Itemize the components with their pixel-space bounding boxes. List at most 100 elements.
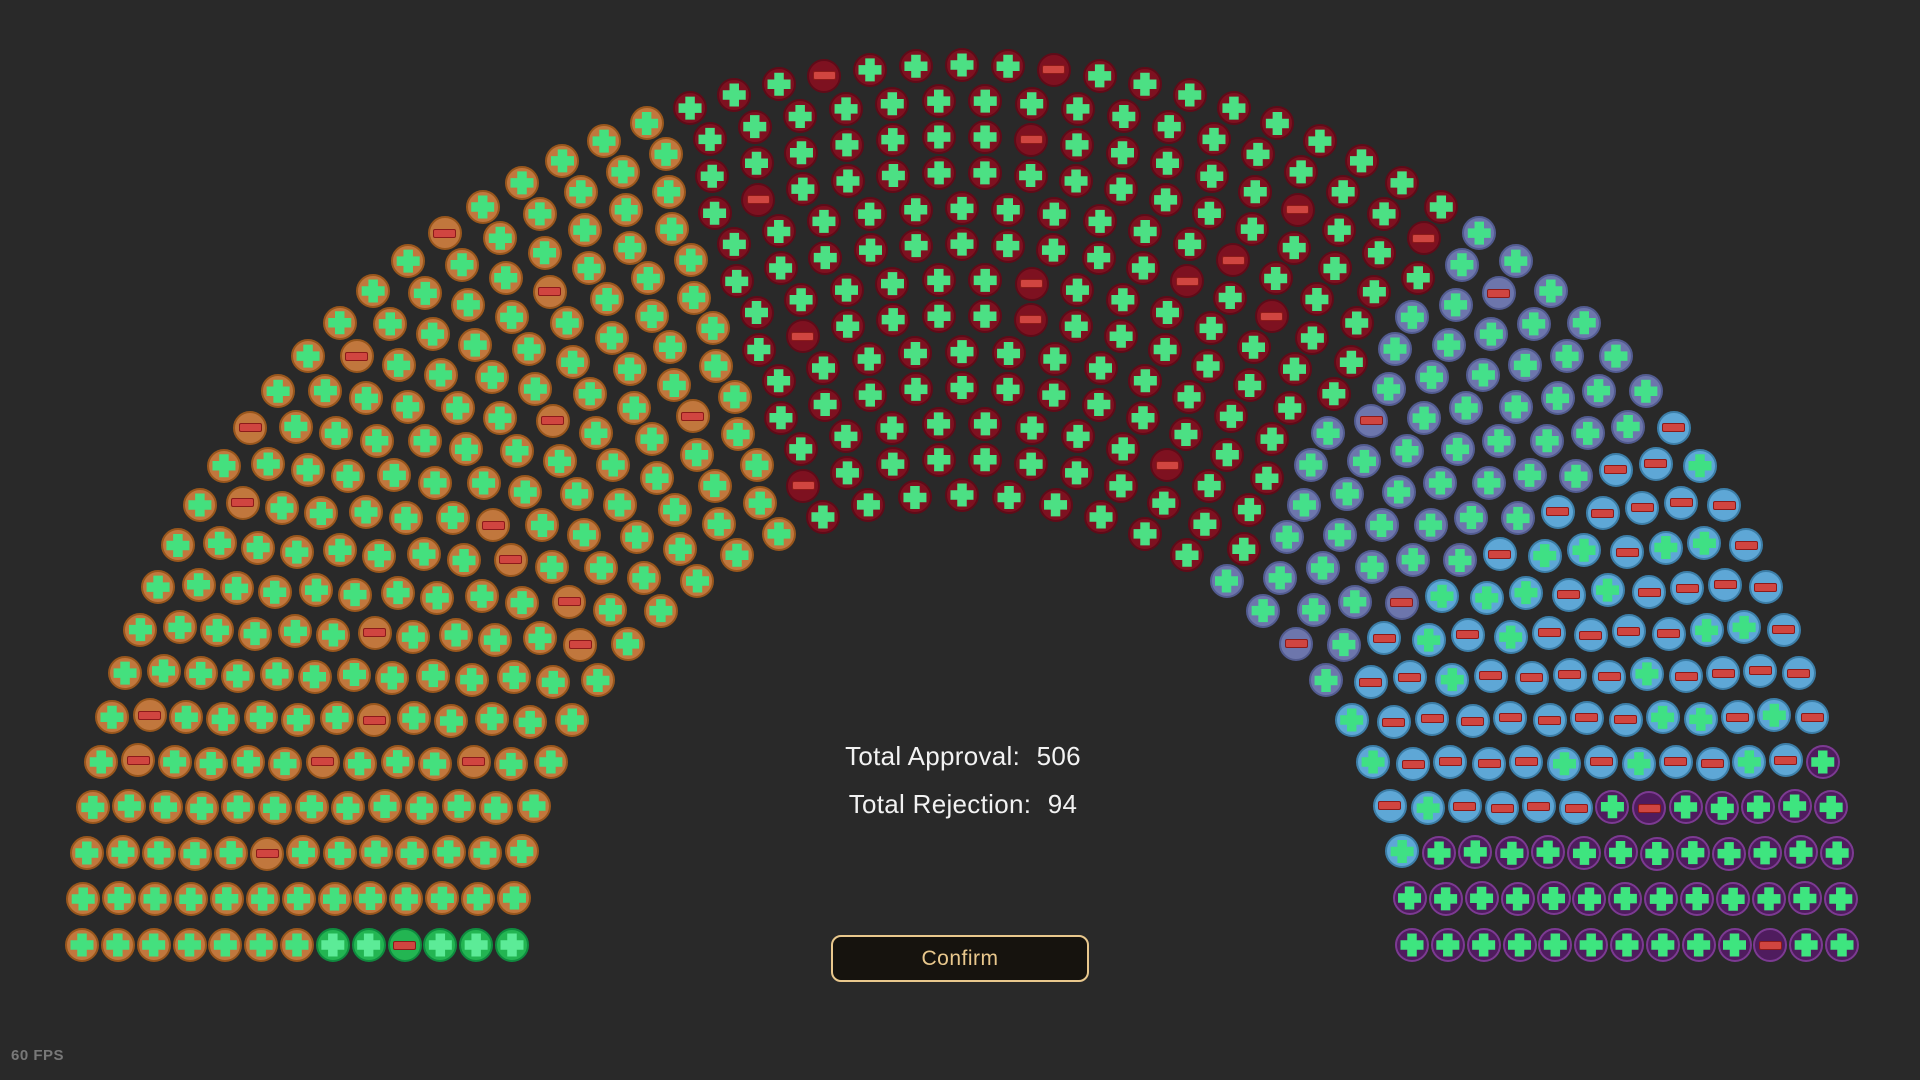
seat-orange-approve[interactable]: [500, 433, 535, 468]
seat-orange-approve[interactable]: [467, 836, 502, 871]
seat-orange-approve[interactable]: [407, 423, 442, 458]
seat-slate-blue-approve[interactable]: [1462, 216, 1497, 251]
seat-maroon-approve[interactable]: [719, 264, 754, 299]
seat-orange-approve[interactable]: [536, 665, 571, 700]
seat-orange-approve[interactable]: [123, 612, 158, 647]
seat-maroon-approve[interactable]: [783, 431, 818, 466]
seat-orange-approve[interactable]: [359, 423, 394, 458]
seat-light-blue-approve[interactable]: [1334, 703, 1369, 737]
seat-orange-approve[interactable]: [494, 300, 529, 335]
seat-maroon-approve[interactable]: [968, 119, 1003, 154]
seat-purple-approve[interactable]: [1466, 928, 1501, 962]
seat-maroon-approve[interactable]: [1249, 461, 1284, 496]
seat-light-blue-approve[interactable]: [1425, 579, 1460, 614]
seat-green-approve[interactable]: [423, 928, 458, 962]
seat-maroon-approve[interactable]: [1060, 91, 1095, 126]
seat-maroon-approve[interactable]: [808, 240, 843, 275]
seat-orange-approve[interactable]: [281, 702, 316, 737]
seat-maroon-approve[interactable]: [739, 146, 774, 181]
seat-maroon-approve[interactable]: [921, 442, 956, 477]
seat-orange-approve[interactable]: [505, 585, 540, 620]
seat-slate-blue-approve[interactable]: [1209, 563, 1244, 598]
seat-maroon-approve[interactable]: [1084, 500, 1119, 535]
seat-orange-approve[interactable]: [373, 306, 408, 341]
seat-orange-approve[interactable]: [353, 881, 388, 916]
seat-orange-approve[interactable]: [478, 623, 513, 658]
seat-orange-approve[interactable]: [721, 417, 756, 452]
seat-orange-approve[interactable]: [497, 880, 532, 915]
seat-maroon-approve[interactable]: [1235, 212, 1270, 247]
seat-orange-approve[interactable]: [657, 368, 692, 403]
seat-slate-blue-approve[interactable]: [1407, 401, 1442, 436]
seat-purple-approve[interactable]: [1825, 928, 1859, 962]
seat-orange-approve[interactable]: [435, 500, 470, 535]
seat-orange-approve[interactable]: [221, 789, 256, 824]
seat-maroon-approve[interactable]: [1260, 106, 1295, 141]
seat-orange-reject[interactable]: [532, 274, 567, 309]
seat-light-blue-reject[interactable]: [1485, 791, 1520, 826]
seat-purple-approve[interactable]: [1805, 745, 1840, 780]
seat-purple-approve[interactable]: [1610, 928, 1644, 962]
seat-orange-approve[interactable]: [594, 321, 629, 356]
seat-orange-approve[interactable]: [416, 658, 451, 693]
seat-maroon-approve[interactable]: [1128, 214, 1163, 249]
seat-purple-approve[interactable]: [1712, 836, 1747, 871]
seat-orange-approve[interactable]: [278, 409, 313, 444]
seat-orange-reject[interactable]: [357, 615, 392, 650]
seat-orange-approve[interactable]: [308, 373, 343, 408]
seat-purple-approve[interactable]: [1392, 880, 1427, 915]
seat-maroon-approve[interactable]: [1172, 227, 1207, 262]
seat-maroon-approve[interactable]: [828, 419, 863, 454]
seat-slate-blue-approve[interactable]: [1330, 476, 1365, 511]
seat-maroon-approve[interactable]: [1232, 492, 1267, 527]
seat-maroon-approve[interactable]: [945, 334, 979, 369]
seat-purple-approve[interactable]: [1814, 790, 1849, 825]
seat-orange-approve[interactable]: [612, 352, 647, 387]
seat-orange-approve[interactable]: [649, 137, 683, 172]
seat-slate-blue-approve[interactable]: [1309, 663, 1344, 698]
seat-orange-approve[interactable]: [214, 835, 249, 870]
seat-orange-approve[interactable]: [349, 381, 384, 416]
seat-light-blue-approve[interactable]: [1732, 744, 1767, 779]
seat-orange-approve[interactable]: [720, 538, 754, 573]
seat-orange-approve[interactable]: [440, 390, 475, 425]
seat-orange-approve[interactable]: [389, 881, 424, 916]
seat-purple-approve[interactable]: [1567, 836, 1602, 871]
seat-maroon-approve[interactable]: [1014, 447, 1049, 482]
seat-slate-blue-approve[interactable]: [1628, 374, 1663, 409]
seat-light-blue-reject[interactable]: [1638, 446, 1673, 481]
seat-maroon-approve[interactable]: [1037, 341, 1072, 376]
seat-maroon-approve[interactable]: [1284, 154, 1319, 189]
seat-maroon-approve[interactable]: [899, 228, 934, 263]
seat-orange-approve[interactable]: [518, 371, 553, 406]
seat-orange-approve[interactable]: [449, 432, 484, 467]
seat-maroon-approve[interactable]: [762, 67, 797, 102]
seat-slate-blue-approve[interactable]: [1611, 409, 1646, 444]
seat-orange-approve[interactable]: [522, 196, 557, 231]
seat-maroon-approve[interactable]: [1194, 159, 1229, 194]
seat-orange-approve[interactable]: [563, 174, 598, 209]
seat-orange-approve[interactable]: [182, 488, 217, 522]
seat-purple-approve[interactable]: [1608, 881, 1643, 916]
seat-maroon-approve[interactable]: [1172, 379, 1207, 414]
seat-maroon-approve[interactable]: [1272, 390, 1307, 425]
seat-maroon-approve[interactable]: [739, 295, 774, 330]
seat-light-blue-reject[interactable]: [1514, 660, 1549, 695]
seat-orange-approve[interactable]: [404, 791, 439, 826]
seat-maroon-reject[interactable]: [1150, 448, 1185, 483]
seat-orange-approve[interactable]: [200, 613, 235, 648]
seat-light-blue-reject[interactable]: [1625, 490, 1659, 525]
seat-orange-approve[interactable]: [279, 535, 314, 570]
seat-orange-approve[interactable]: [294, 789, 329, 824]
seat-maroon-reject[interactable]: [1170, 264, 1205, 299]
seat-orange-reject[interactable]: [456, 744, 491, 779]
seat-orange-approve[interactable]: [593, 592, 628, 627]
seat-orange-approve[interactable]: [396, 620, 431, 655]
seat-orange-approve[interactable]: [580, 663, 615, 698]
seat-maroon-reject[interactable]: [1254, 299, 1289, 334]
seat-slate-blue-approve[interactable]: [1512, 458, 1547, 493]
seat-orange-approve[interactable]: [680, 563, 715, 598]
seat-maroon-approve[interactable]: [1316, 376, 1351, 411]
seat-orange-approve[interactable]: [610, 626, 645, 661]
seat-orange-approve[interactable]: [504, 834, 539, 869]
